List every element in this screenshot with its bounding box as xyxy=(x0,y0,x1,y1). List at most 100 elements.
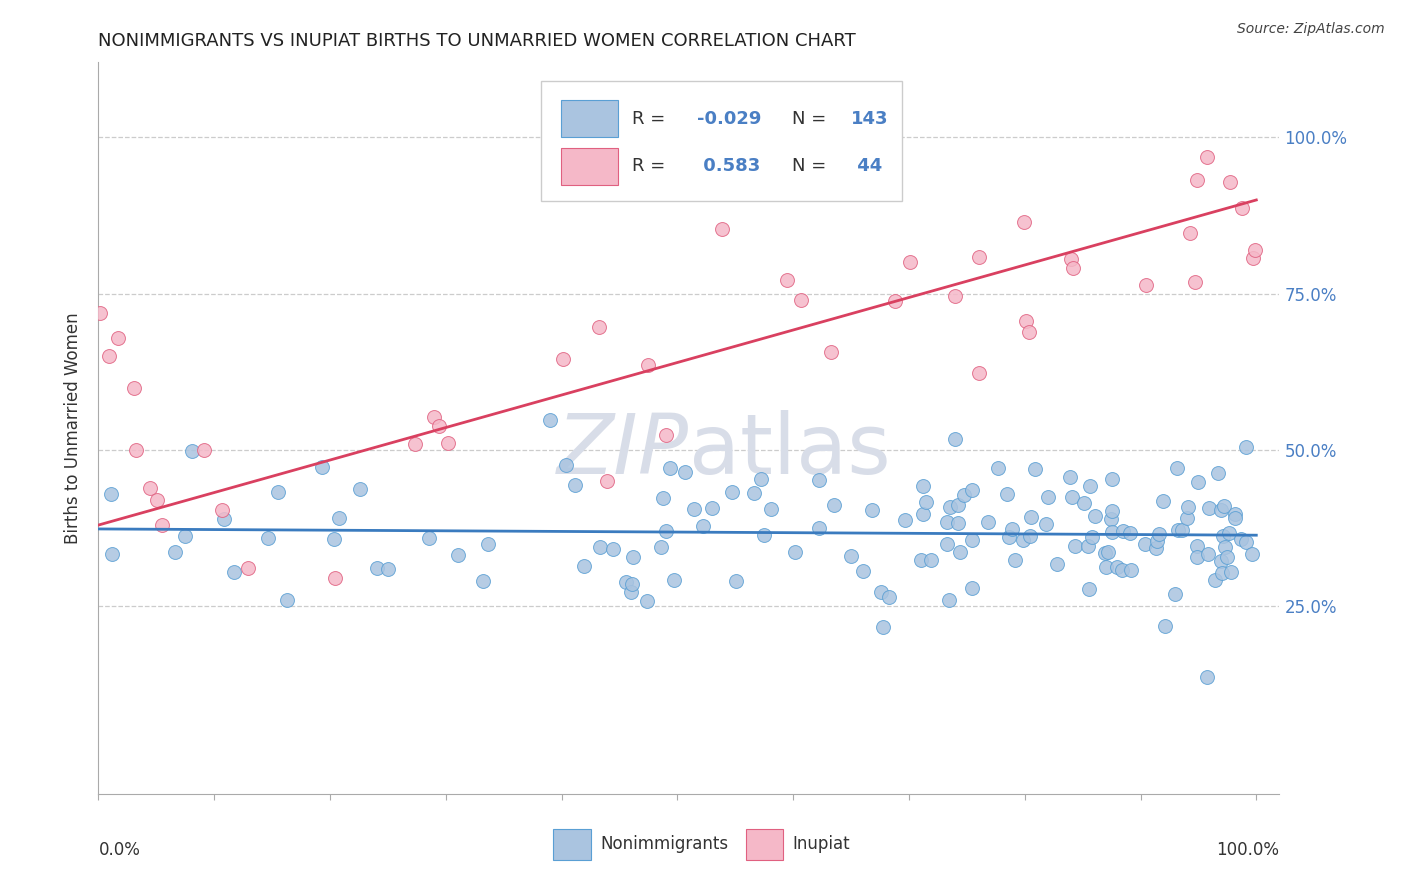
Point xyxy=(960,581,983,595)
Point xyxy=(323,571,346,585)
Point xyxy=(588,319,610,334)
Point xyxy=(852,564,875,578)
Point xyxy=(163,545,186,559)
Point xyxy=(995,487,1018,501)
Point xyxy=(1077,582,1099,596)
Point xyxy=(1198,500,1220,515)
FancyBboxPatch shape xyxy=(541,81,901,202)
Point xyxy=(621,576,644,591)
Point xyxy=(1166,461,1188,475)
Point xyxy=(1154,619,1177,633)
Point xyxy=(471,574,494,589)
Point xyxy=(193,442,215,457)
Point xyxy=(1177,500,1199,514)
Point xyxy=(872,620,894,634)
Point xyxy=(1209,554,1232,568)
Point xyxy=(564,477,586,491)
Y-axis label: Births to Unmarried Women: Births to Unmarried Women xyxy=(65,312,83,544)
Point xyxy=(1152,494,1174,508)
Point xyxy=(1099,512,1122,526)
Point xyxy=(1073,496,1095,510)
Point xyxy=(267,484,290,499)
Point xyxy=(1101,472,1123,486)
Point xyxy=(936,515,959,529)
Point xyxy=(1175,511,1198,525)
Point xyxy=(1243,251,1265,265)
Point xyxy=(1212,529,1234,543)
Point xyxy=(936,537,959,551)
Point xyxy=(1244,244,1267,258)
Point xyxy=(366,561,388,575)
Point xyxy=(1146,534,1168,549)
Point xyxy=(588,540,610,554)
Point xyxy=(783,545,806,559)
Text: Nonimmigrants: Nonimmigrants xyxy=(600,835,728,854)
Point xyxy=(1059,469,1081,483)
Point xyxy=(1197,670,1219,684)
Point xyxy=(1063,539,1085,553)
Text: NONIMMIGRANTS VS INUPIAT BIRTHS TO UNMARRIED WOMEN CORRELATION CHART: NONIMMIGRANTS VS INUPIAT BIRTHS TO UNMAR… xyxy=(98,32,856,50)
Point xyxy=(1212,499,1234,513)
Text: Inupiat: Inupiat xyxy=(793,835,851,854)
Point xyxy=(823,498,845,512)
Point xyxy=(418,531,440,545)
Point xyxy=(349,483,371,497)
Point xyxy=(614,575,637,590)
Point xyxy=(943,432,966,446)
Point xyxy=(1101,504,1123,518)
Bar xyxy=(553,829,591,860)
Point xyxy=(100,547,122,561)
Point xyxy=(620,585,643,599)
Point xyxy=(960,533,983,548)
Point xyxy=(174,529,197,543)
Text: atlas: atlas xyxy=(689,409,890,491)
Point xyxy=(1185,173,1208,187)
Point xyxy=(998,530,1021,544)
Point xyxy=(948,498,970,512)
Point xyxy=(883,293,905,308)
Point xyxy=(1208,467,1230,481)
Point xyxy=(447,548,470,562)
Point xyxy=(742,486,765,500)
Point xyxy=(602,541,624,556)
Point xyxy=(1149,527,1171,541)
Point xyxy=(939,500,962,514)
Point xyxy=(702,501,724,516)
Point xyxy=(1001,522,1024,536)
Point xyxy=(1164,587,1187,601)
Point xyxy=(1178,226,1201,240)
Point xyxy=(1197,150,1219,164)
Point xyxy=(1101,524,1123,539)
Text: 100.0%: 100.0% xyxy=(1216,841,1279,859)
Point xyxy=(911,479,934,493)
Point xyxy=(1220,566,1243,580)
Point xyxy=(436,436,458,450)
Point xyxy=(1045,558,1067,572)
Text: N =: N = xyxy=(792,157,832,176)
Point xyxy=(915,494,938,508)
Point xyxy=(898,254,921,268)
Point xyxy=(1035,517,1057,532)
Point xyxy=(181,444,204,458)
Point xyxy=(139,481,162,495)
Text: 143: 143 xyxy=(851,110,889,128)
Point xyxy=(477,536,499,550)
Point xyxy=(553,351,575,366)
Point xyxy=(107,330,129,344)
Point xyxy=(675,465,697,479)
Point xyxy=(1219,176,1241,190)
Point xyxy=(721,484,744,499)
Point xyxy=(1111,563,1133,577)
Point xyxy=(1111,524,1133,539)
Point xyxy=(1011,533,1033,548)
Point xyxy=(555,458,578,472)
Point xyxy=(711,222,734,236)
Point xyxy=(1024,462,1046,476)
Point xyxy=(1119,563,1142,577)
Point xyxy=(1019,528,1042,542)
Point xyxy=(754,528,776,542)
Point xyxy=(423,409,446,424)
Point xyxy=(145,493,167,508)
Point xyxy=(790,293,813,307)
Point xyxy=(725,574,748,588)
